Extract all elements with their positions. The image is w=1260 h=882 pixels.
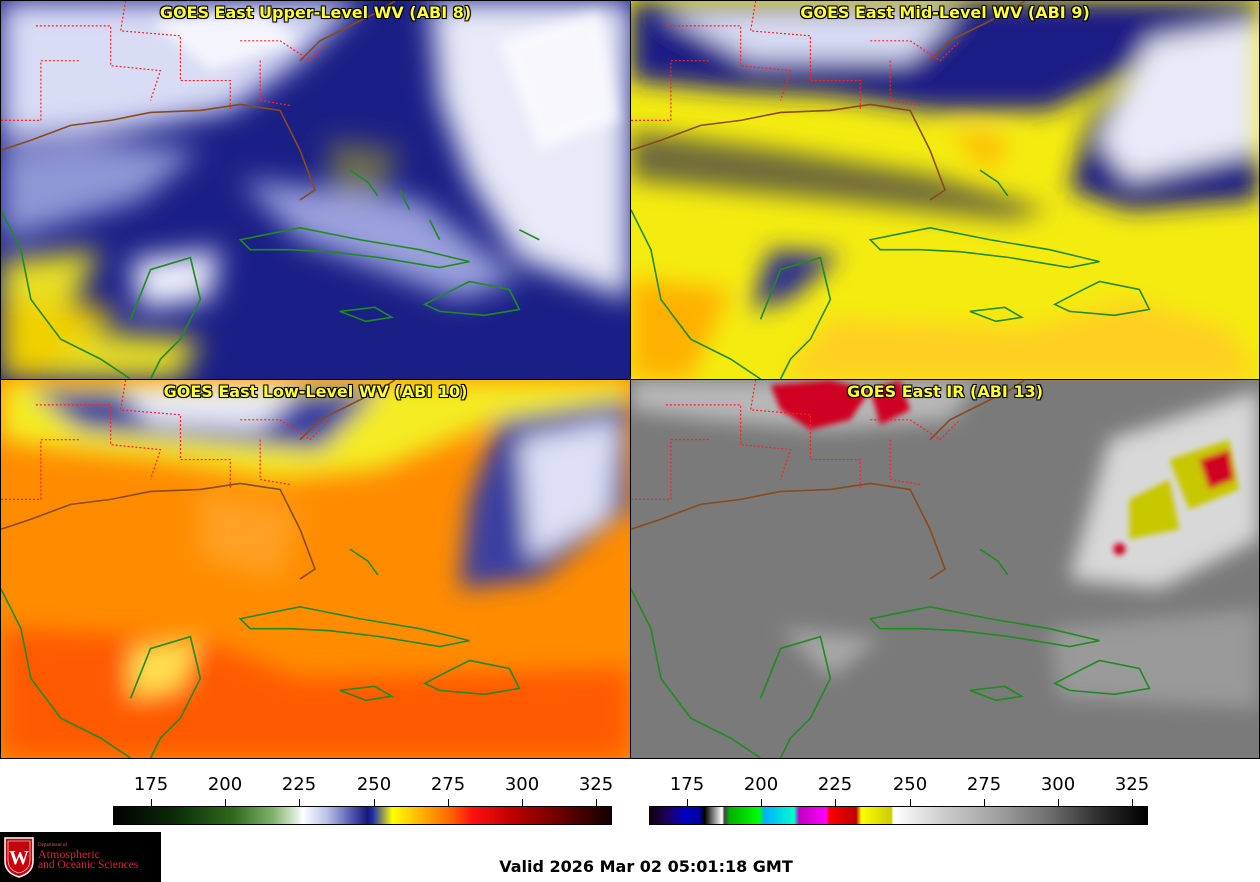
wv-color-scale: 175 200 225 250 275 300 325 <box>113 770 614 828</box>
tick-label: 325 <box>1114 774 1150 795</box>
uw-seal-icon: W <box>4 837 34 878</box>
ir-color-scale: 175 200 225 250 275 300 325 <box>649 770 1150 828</box>
upper-level-wv-panel: GOES East Upper-Level WV (ABI 8) <box>0 0 631 380</box>
tick-mark <box>1058 799 1059 806</box>
tick-mark <box>687 799 688 806</box>
tick-mark <box>374 799 375 806</box>
logo-text: Department of Atmospheric and Oceanic Sc… <box>38 843 138 872</box>
aos-logo: W Department of Atmospheric and Oceanic … <box>0 832 161 882</box>
logo-line2: and Oceanic Sciences <box>38 858 139 871</box>
tick-label: 175 <box>133 774 169 795</box>
tick-mark <box>984 799 985 806</box>
tick-label: 250 <box>356 774 392 795</box>
tick-label: 300 <box>504 774 540 795</box>
tick-mark <box>151 799 152 806</box>
tick-mark <box>1132 799 1133 806</box>
tick-mark <box>448 799 449 806</box>
panel-title: GOES East Upper-Level WV (ABI 8) <box>159 3 472 22</box>
mid-level-wv-panel: GOES East Mid-Level WV (ABI 9) <box>630 0 1260 380</box>
tick-label: 225 <box>281 774 317 795</box>
logo-dept: Department of <box>38 842 68 848</box>
tick-mark <box>299 799 300 806</box>
panel-title: GOES East IR (ABI 13) <box>846 382 1044 401</box>
panel-title: GOES East Low-Level WV (ABI 10) <box>163 382 468 401</box>
tick-label: 225 <box>817 774 853 795</box>
valid-time: Valid 2026 Mar 02 05:01:18 GMT <box>499 857 793 876</box>
tick-label: 275 <box>966 774 1002 795</box>
ir-colorbar <box>649 806 1148 825</box>
tick-label: 175 <box>669 774 705 795</box>
panel-title: GOES East Mid-Level WV (ABI 9) <box>800 3 1090 22</box>
logo-line1: Atmospheric <box>38 846 100 861</box>
svg-text:W: W <box>9 847 29 869</box>
mid-level-wv-image <box>631 1 1259 379</box>
tick-label: 200 <box>207 774 243 795</box>
tick-label: 200 <box>743 774 779 795</box>
ir-image <box>631 380 1259 758</box>
tick-label: 325 <box>578 774 614 795</box>
tick-label: 275 <box>430 774 466 795</box>
tick-mark <box>835 799 836 806</box>
tick-mark <box>225 799 226 806</box>
tick-mark <box>596 799 597 806</box>
tick-label: 250 <box>892 774 928 795</box>
tick-mark <box>761 799 762 806</box>
ir-panel: GOES East IR (ABI 13) <box>630 379 1260 759</box>
low-level-wv-image <box>1 380 630 758</box>
wv-colorbar <box>113 806 612 825</box>
tick-label: 300 <box>1040 774 1076 795</box>
low-level-wv-panel: GOES East Low-Level WV (ABI 10) <box>0 379 631 759</box>
tick-mark <box>522 799 523 806</box>
tick-mark <box>910 799 911 806</box>
upper-level-wv-image <box>1 1 630 379</box>
